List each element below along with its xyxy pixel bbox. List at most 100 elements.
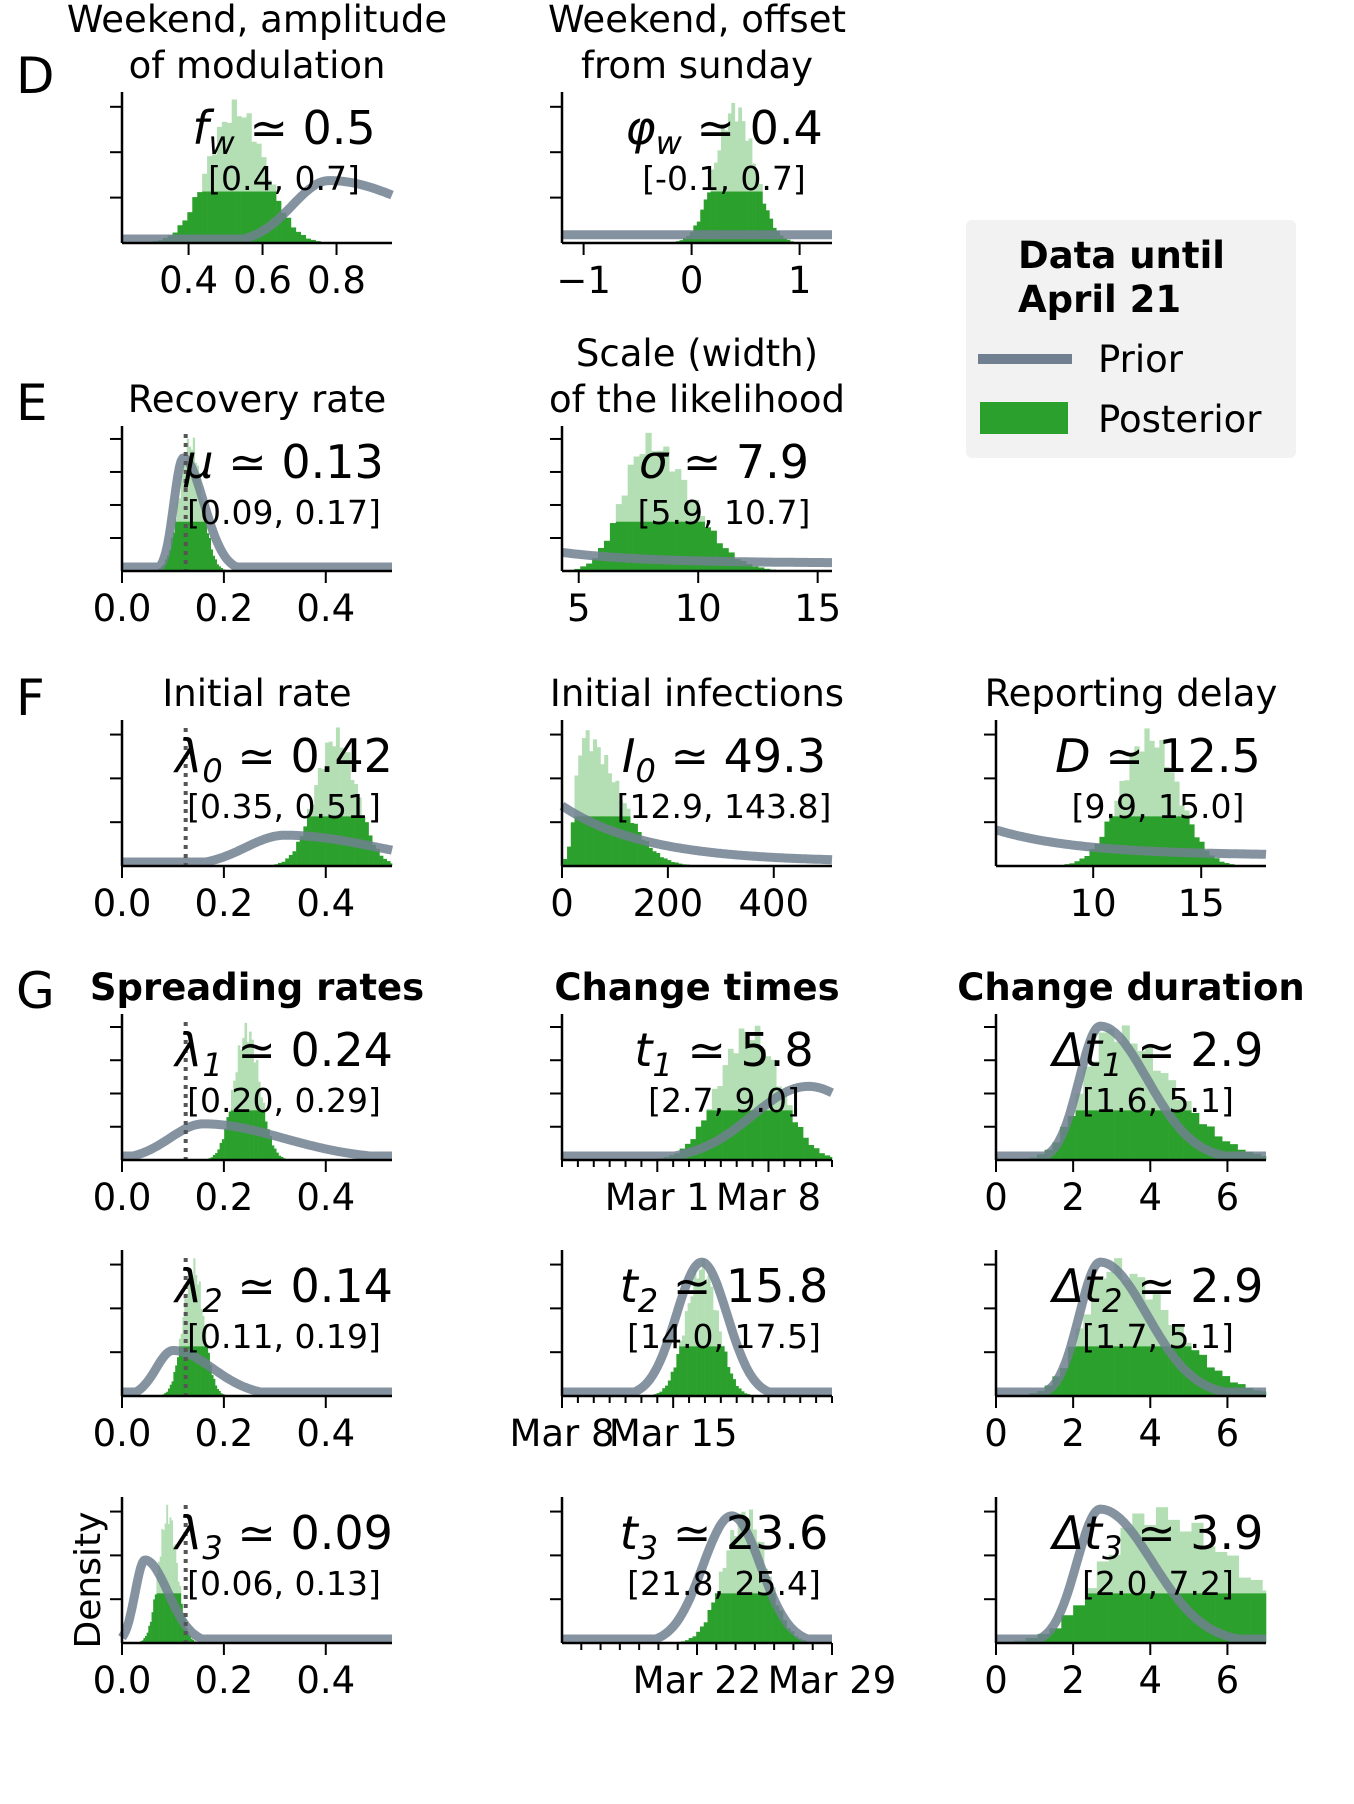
panel-g1-interval: [0.20, 0.29] xyxy=(187,1081,381,1120)
panel-f1-posterior-bar xyxy=(317,767,322,817)
panel-f2-posterior-bar xyxy=(626,808,631,817)
panel-f2-posterior-upper-bars xyxy=(574,730,631,817)
panel-f3-posterior-bar xyxy=(1214,858,1220,866)
panel-d1-posterior-bar xyxy=(290,227,297,243)
panel-g1-posterior-bar xyxy=(260,1097,263,1111)
panel-g2-posterior-bar xyxy=(760,1049,766,1111)
panel-h3-estimate-symbol: Δt xyxy=(1050,1259,1104,1313)
panel-h2-posterior-bar xyxy=(673,1367,677,1396)
panel-f3-posterior-bar xyxy=(1134,816,1140,866)
panel-i1-posterior-bar xyxy=(167,1593,170,1643)
panel-d1-posterior-bar xyxy=(187,212,193,243)
panel-h1-posterior-bar xyxy=(218,1391,221,1396)
panel-g2-posterior-bar xyxy=(765,1056,772,1111)
panel-f1-posterior-bar xyxy=(278,862,282,866)
panel-e1-posterior-bar xyxy=(178,521,182,571)
panel-f1-posterior-bar xyxy=(321,768,326,817)
panel-i2-x-tick-label: Mar 22 xyxy=(633,1659,762,1702)
panel-d1-posterior-bar xyxy=(266,191,272,243)
panel-h3-posterior-bar xyxy=(1083,1314,1092,1347)
panel-f3-x-tick-label: 10 xyxy=(1070,882,1117,925)
panel-h1-prior-curve xyxy=(119,1346,395,1397)
panel-g1-posterior-bar xyxy=(264,1121,268,1160)
panel-f3-x-tick-label: 15 xyxy=(1178,882,1225,925)
panel-g3-posterior-bar xyxy=(1168,1110,1177,1160)
panel-e1-posterior-bar xyxy=(200,521,204,571)
panel-h2-posterior-bar xyxy=(710,1286,714,1347)
panel-f2-posterior-bar xyxy=(574,775,579,817)
panel-g3-posterior-bar xyxy=(1067,1115,1076,1160)
panel-g3-posterior-bar xyxy=(1152,1110,1161,1160)
panel-e2-posterior-bar xyxy=(686,521,694,571)
panel-g3-x-tick-label: 0 xyxy=(984,1176,1008,1219)
panel-f2-x-tick-label: 200 xyxy=(633,882,704,925)
panel-h3-posterior-bar xyxy=(1121,1280,1130,1347)
panel-f1-posterior-bar xyxy=(310,816,315,866)
panel-g3-posterior-bar xyxy=(1114,1041,1123,1111)
panel-e2-posterior-bar xyxy=(698,516,706,522)
panel-i2-posterior-bar xyxy=(718,1571,723,1594)
panel-f1-posterior-bar xyxy=(379,855,384,866)
panel-g2-posterior-bar xyxy=(722,1065,729,1111)
panel-g3-posterior-bar xyxy=(1160,1073,1169,1111)
panel-h2-posterior-bar xyxy=(704,1346,708,1396)
panel-i2-posterior-bar xyxy=(760,1593,765,1643)
panel-h3-x-tick-label: 6 xyxy=(1216,1412,1240,1455)
panel-g2-posterior-bar xyxy=(717,1086,723,1111)
panel-i1-estimate-subscript: 3 xyxy=(202,1529,222,1567)
panel-d2-posterior-upper-bars xyxy=(710,102,763,192)
panel-f2-x-tick-label: 0 xyxy=(550,882,574,925)
panel-g1-posterior-bar xyxy=(235,1110,239,1160)
panel-e1-posterior-bar xyxy=(178,498,182,522)
panel-f3-posterior-bar xyxy=(1114,816,1120,866)
panel-i3-posterior-bar xyxy=(1120,1593,1133,1643)
panel-i1-posterior-bar xyxy=(166,1593,169,1643)
panel-d1-posterior-bar xyxy=(241,117,247,192)
panel-e1-posterior-bar xyxy=(194,462,198,522)
panel-d1-estimate: fw ≃ 0.5 xyxy=(192,101,375,162)
panel-h2-posterior-bar xyxy=(687,1303,691,1347)
panel-d1-posterior-bar xyxy=(271,184,277,192)
panel-f3-posterior-bar xyxy=(1149,816,1155,866)
panel-f1-posterior-bar xyxy=(310,804,315,817)
panel-g1-posterior-bar xyxy=(212,1154,216,1160)
panel-h2-posterior-bar xyxy=(715,1346,720,1396)
panel-f3-posterior-bar xyxy=(1119,816,1125,866)
panel-h3-prior-curve xyxy=(993,1257,1269,1397)
panel-e2-posterior-bar xyxy=(645,521,652,571)
panel-g1-posterior-bar xyxy=(269,1136,273,1160)
panel-h1-posterior-bar xyxy=(180,1333,183,1347)
panel-f3-posterior-bar xyxy=(1159,816,1165,866)
panel-f2-posterior-bar xyxy=(656,853,661,866)
panel-h1-posterior-bar xyxy=(187,1346,190,1396)
panel-h1-posterior-bar xyxy=(169,1384,172,1396)
panel-i2-posterior-bar xyxy=(730,1530,735,1594)
panel-i3-posterior-bar xyxy=(1084,1593,1098,1643)
panel-f1-posterior-bar xyxy=(386,861,391,866)
panel-e1-posterior-bar xyxy=(174,521,178,571)
panel-g2-posterior-bar xyxy=(733,1053,739,1111)
panel-h2-posterior-bar xyxy=(670,1371,674,1396)
panel-f3: Reporting delay 10 15 D ≃ 12.5 [9.9, 15.0] xyxy=(984,672,1277,925)
panel-i1-posterior-bar xyxy=(156,1593,159,1643)
panel-d2-posterior-bar xyxy=(755,191,760,243)
panel-i1-posterior-bar xyxy=(162,1593,165,1643)
panel-d1-posterior-bar xyxy=(226,122,233,192)
panel-f2-posterior-bar xyxy=(581,738,586,817)
panel-f2-estimate: I0 ≃ 49.3 xyxy=(622,729,826,790)
panel-e2-posterior-bar xyxy=(686,499,694,522)
panel-h1-posterior-bar xyxy=(204,1326,207,1347)
panel-g1-posterior-bar xyxy=(278,1155,282,1160)
panel-h2-posterior-bar xyxy=(690,1346,694,1396)
panel-d1-interval: [0.4, 0.7] xyxy=(208,159,360,198)
panel-d1-posterior-bar xyxy=(202,173,208,192)
panel-d2-posterior-bar xyxy=(717,150,722,192)
panel-e1-posterior-bar xyxy=(188,446,192,522)
panel-h2-posterior-bar xyxy=(735,1386,739,1396)
panel-g2-posterior-bar xyxy=(701,1120,707,1160)
panel-i1-posterior-bar xyxy=(158,1593,160,1643)
panel-e1-posterior-bar xyxy=(180,474,184,522)
